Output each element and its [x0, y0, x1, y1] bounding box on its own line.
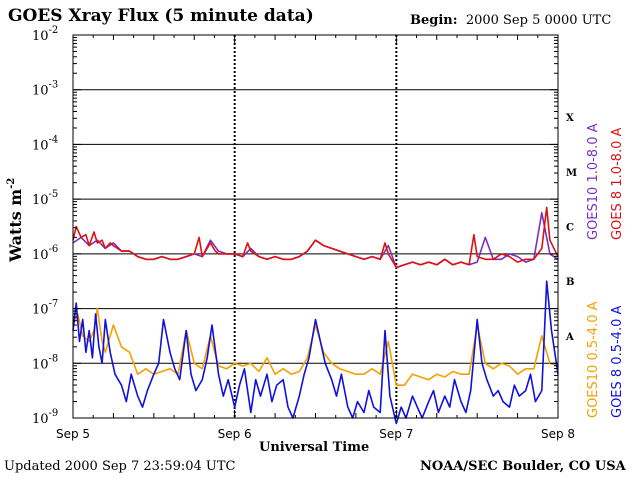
y-axis-label-text: Watts m	[6, 189, 25, 263]
legend-entry-0: GOES10 1.0-8.0 A	[586, 123, 601, 240]
x-tick-label: Sep 6	[218, 427, 252, 441]
y-tick-label: 10-9	[32, 408, 58, 427]
y-tick-label: 10-6	[32, 244, 58, 263]
series-line-3	[72, 280, 559, 425]
organization-credit: NOAA/SEC Boulder, CO USA	[420, 459, 626, 474]
x-axis-label: Universal Time	[259, 440, 370, 455]
flare-class-c: C	[566, 223, 574, 234]
y-tick-label: 10-3	[32, 80, 58, 99]
flare-class-a: A	[565, 332, 574, 343]
flare-class-x: X	[566, 113, 574, 124]
y-tick-label: 10-4	[32, 134, 58, 153]
legend-entry-1: GOES 8 1.0-8.0 A	[610, 128, 625, 240]
y-tick-label: 10-5	[32, 189, 58, 208]
updated-timestamp: Updated 2000 Sep 7 23:59:04 UTC	[4, 459, 236, 474]
legend-entry-2: GOES10 0.5-4.0 A	[586, 301, 601, 418]
begin-value: 2000 Sep 5 0000 UTC	[465, 13, 612, 28]
legend-entry-3: GOES 8 0.5-4.0 A	[610, 306, 625, 418]
flare-class-labels: X M C B A	[565, 113, 577, 343]
y-tick-label: 10-7	[32, 299, 58, 318]
flare-class-b: B	[566, 277, 574, 288]
chart-legend: GOES10 1.0-8.0 A GOES 8 1.0-8.0 A GOES10 0…	[586, 123, 625, 418]
begin-label: Begin:	[410, 13, 458, 28]
begin-date: Begin: 2000 Sep 5 0000 UTC	[410, 13, 611, 28]
x-tick-label: Sep 7	[379, 427, 413, 441]
chart-title: GOES Xray Flux (5 minute data)	[8, 6, 314, 26]
y-tick-label: 10-8	[32, 353, 58, 372]
y-tick-label: 10-2	[32, 25, 58, 44]
series-line-2	[72, 307, 559, 387]
y-axis-label: Watts m-2	[6, 178, 25, 263]
chart-series	[72, 206, 559, 425]
series-line-1	[72, 206, 559, 269]
x-tick-label: Sep 5	[56, 427, 90, 441]
x-tick-label: Sep 8	[541, 427, 575, 441]
flare-class-m: M	[566, 168, 577, 179]
y-axis-label-sup: -2	[6, 178, 17, 189]
